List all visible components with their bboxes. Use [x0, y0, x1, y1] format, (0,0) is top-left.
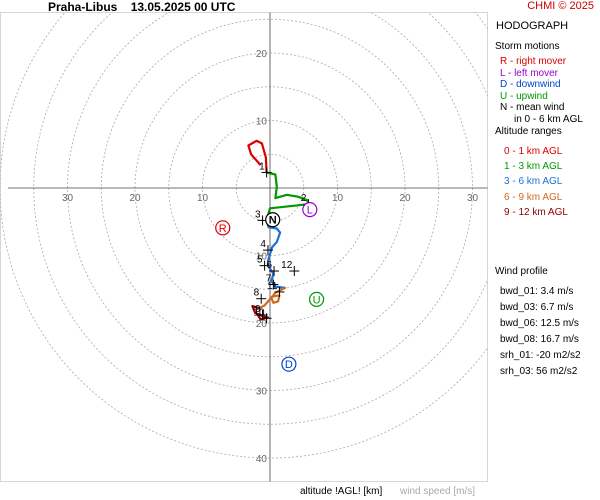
trace-line — [258, 286, 286, 310]
storm-motion-circle — [302, 202, 318, 218]
height-mark-label: 10 — [254, 307, 266, 318]
wind-profile-item: bwd_01: 3.4 m/s — [500, 286, 574, 297]
hodograph-traces — [247, 139, 310, 321]
storm-motion-label: U — [313, 294, 321, 306]
height-mark-label: 6 — [266, 260, 272, 271]
trace-line — [265, 171, 310, 229]
range-legend-item: 9 - 12 km AGL — [504, 206, 568, 218]
wind-profile-item: bwd_06: 12.5 m/s — [500, 318, 579, 329]
height-mark-label: 9 — [255, 304, 261, 315]
storm-motions-title: Storm motions — [495, 41, 560, 52]
trace-line — [251, 305, 270, 321]
trace-line — [266, 226, 286, 289]
storm-legend-item: L - left mover — [500, 67, 558, 79]
wind-profile-item: bwd_08: 16.7 m/s — [500, 334, 579, 345]
x-tick-label: 20 — [129, 193, 141, 204]
wind-profile-title: Wind profile — [495, 266, 548, 277]
copyright: CHMI © 2025 — [527, 0, 594, 12]
range-legend-item: 3 - 6 km AGL — [504, 176, 563, 188]
height-mark-label: 4 — [260, 239, 266, 250]
storm-legend-item: in 0 - 6 km AGL — [514, 113, 583, 125]
storm-motion-markers: R L D U N — [215, 202, 325, 372]
height-mark-label: 1 — [259, 161, 265, 172]
datetime: 13.05.2025 00 UTC — [130, 0, 236, 14]
y-tick-label: 10 — [256, 252, 268, 263]
x-tick-label: 20 — [399, 193, 411, 204]
storm-motion-label: L — [307, 205, 313, 217]
trace-line — [247, 139, 268, 174]
wind-profile-item: bwd_03: 6.7 m/s — [500, 302, 574, 313]
x-tick-label: 30 — [467, 193, 479, 204]
storm-legend-item: U - upwind — [500, 90, 548, 102]
x-axis-label-secondary: wind speed [m/s] — [400, 486, 476, 497]
altitude-ranges-title: Altitude ranges — [495, 126, 562, 137]
height-mark-label: 12 — [281, 260, 293, 271]
storm-legend-item: R - right mover — [500, 56, 567, 67]
x-tick-label: 30 — [62, 193, 74, 204]
hodograph-title: HODOGRAPH — [496, 20, 569, 32]
storm-legend-item: N - mean wind — [500, 102, 565, 113]
storm-motion-label: R — [219, 223, 227, 235]
storm-motion-label: N — [269, 215, 277, 227]
height-mark-label: 7 — [266, 274, 272, 285]
storm-motion-circle — [265, 212, 281, 228]
wind-profile-item: srh_01: -20 m2/s2 — [500, 350, 581, 361]
x-tick-label: 10 — [332, 193, 344, 204]
wind-profile-item: srh_03: 56 m2/s2 — [500, 366, 578, 377]
height-mark-label: 11 — [267, 281, 278, 292]
station-title: Praha-Libus 13.05.2025 00 UTC — [48, 0, 235, 14]
y-tick-label: 40 — [256, 454, 268, 465]
height-mark-label: 8 — [254, 288, 260, 299]
range-legend-item: 0 - 1 km AGL — [504, 146, 563, 157]
range-legend-item: 6 - 9 km AGL — [504, 191, 563, 203]
range-legend-item: 1 - 3 km AGL — [504, 161, 563, 173]
x-tick-label: 10 — [197, 193, 209, 204]
storm-motion-circle — [308, 291, 325, 307]
storm-motion-label: D — [285, 359, 293, 371]
y-tick-label: 20 — [256, 319, 268, 330]
plot-frame — [0, 12, 488, 482]
storm-legend-item: D - downwind — [500, 79, 561, 90]
height-mark-label: 2 — [301, 193, 307, 204]
axes — [0, 12, 488, 482]
station-name: Praha-Libus — [48, 0, 118, 14]
height-mark-label: 3 — [255, 209, 261, 220]
storm-motion-circle — [281, 356, 297, 372]
storm-motion-circle — [215, 220, 231, 236]
y-tick-label: 30 — [256, 387, 268, 398]
height-mark-label: 5 — [257, 255, 263, 266]
y-tick-label: 20 — [256, 49, 268, 60]
y-tick-label: 10 — [256, 117, 268, 128]
x-axis-label: altitude !AGL! [km] — [300, 486, 383, 497]
